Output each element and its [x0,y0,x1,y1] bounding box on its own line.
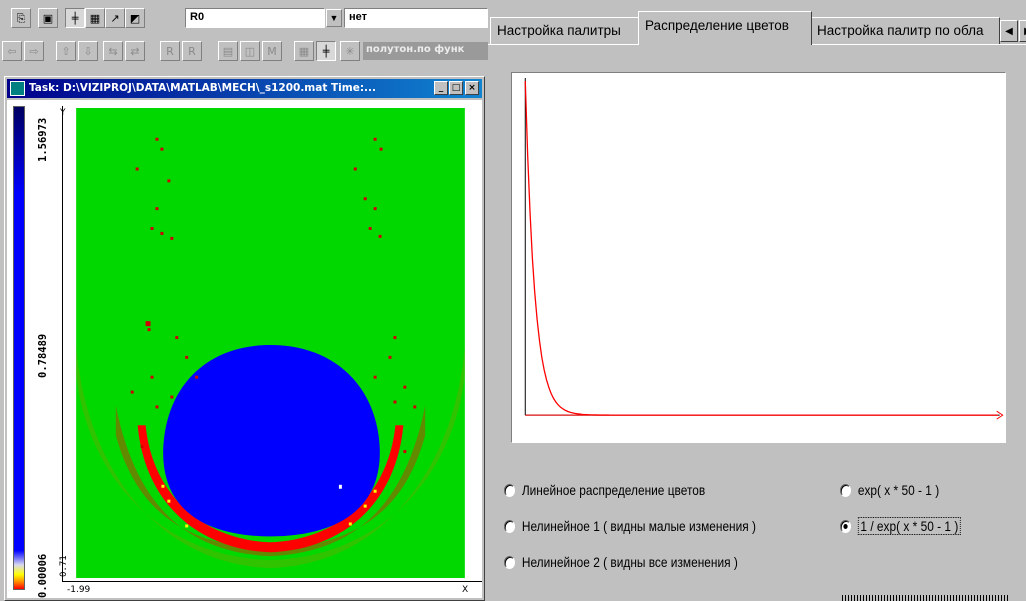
copy-icon[interactable]: ⎘ [11,8,31,28]
task-window: Task: D:\VIZIPROJ\DATA\MATLAB\MECH\_s120… [4,76,485,601]
arrow-right-icon[interactable]: ⇨ [24,41,44,61]
white-dot [338,484,342,489]
exponent-slider[interactable] [840,587,1014,601]
colorbar-mid-label: 0.78489 [37,333,49,378]
arrow-up-icon[interactable]: ⇧ [56,41,76,61]
radio-nonlinear-2[interactable] [504,555,516,569]
palette-icon[interactable]: ╪ [316,41,336,61]
mode-label: полутон.по функ [363,42,488,60]
left-panel: ⎘ ▣ ╪ ▦ ↗ ◩ R0 ▼ нет ⇦ ⇨ ⇧ ⇩ ⇆ ⇄ R R ▤ ◫… [0,0,488,601]
option-nonlinear-1-label: Нелинейное 1 ( видны малые изменения ) [521,518,756,534]
radio-inv-exp[interactable] [840,519,852,533]
y-axis [62,106,63,582]
tabs: Настройка палитры Распределение цветов Н… [488,0,1026,45]
colorbar-max-label: 1.56973 [37,117,49,162]
option-nonlinear-2-label: Нелинейное 2 ( видны все изменения ) [521,554,738,570]
swap-icon[interactable]: ⇆ [103,41,123,61]
colorbar [13,106,25,590]
window-icon[interactable]: ▣ [38,8,58,28]
toolbar-row-2: ⇦ ⇨ ⇧ ⇩ ⇆ ⇄ R R ▤ ◫ M ▦ ╪ ✳ полутон.по ф… [0,41,488,65]
distribution-curve [524,80,998,416]
task-title: Task: D:\VIZIPROJ\DATA\MATLAB\MECH\_s120… [29,82,376,94]
option-inv-exp[interactable]: 1 / exp( x * 50 - 1 ) [840,515,961,537]
tab-scroll-right-icon[interactable]: ▶ [1019,20,1026,42]
matrix-icon[interactable]: ▤ [218,41,238,61]
option-exp-label: exp( x * 50 - 1 ) [857,482,940,498]
colorbar-min-label: 0.00006 [37,553,49,598]
graph-icon[interactable]: ◫ [240,41,260,61]
slider-ticks [842,595,1008,601]
x-axis-min-label: -1.99 [67,585,91,595]
chart-icon[interactable]: ◩ [125,8,145,28]
curve-x-arrow [996,410,1004,420]
option-exp[interactable]: exp( x * 50 - 1 ) [840,479,939,501]
minimize-icon[interactable]: _ [434,81,448,95]
option-nonlinear-1[interactable]: Нелинейное 1 ( видны малые изменения ) [504,515,756,537]
y-axis-min-label: 0.71 [59,555,69,577]
radio-exp[interactable] [840,483,852,497]
light-icon[interactable]: ✳ [340,41,360,61]
tab-color-distribution[interactable]: Распределение цветов [638,11,812,45]
variable-select[interactable]: R0 [185,8,325,28]
task-title-bar[interactable]: Task: D:\VIZIPROJ\DATA\MATLAB\MECH\_s120… [7,79,482,98]
option-linear-label: Линейное распределение цветов [521,482,706,498]
x-axis-label: X [462,585,469,595]
speckles [130,137,417,454]
table-icon[interactable]: ▦ [85,8,105,28]
arrow-down-icon[interactable]: ⇩ [78,41,98,61]
right-panel: Настройка палитры Распределение цветов Н… [488,0,1026,601]
heatmap-plot[interactable] [75,108,466,578]
close-icon[interactable]: × [465,81,479,95]
radio-linear[interactable] [504,483,516,497]
grid-icon[interactable]: ▦ [294,41,314,61]
y-axis-label: Y [60,108,66,118]
grid-lines-icon[interactable]: ╪ [65,8,85,28]
distribution-curve-chart [511,72,1006,443]
x-axis [62,581,482,582]
tab-scroll-left-icon[interactable]: ◀ [1000,20,1018,42]
yellow-speckles [161,484,377,528]
radio-nonlinear-1[interactable] [504,519,516,533]
toolbar-row-1: ⎘ ▣ ╪ ▦ ↗ ◩ R0 ▼ нет [0,8,488,32]
option-inv-exp-label: 1 / exp( x * 50 - 1 ) [857,517,961,535]
option-select[interactable]: нет [344,8,488,28]
m-icon[interactable]: M [262,41,282,61]
arrow-icon[interactable]: ↗ [105,8,125,28]
chevron-down-icon[interactable]: ▼ [326,9,342,27]
tab-content: Линейное распределение цветов Нелинейное… [488,44,1026,601]
maximize-icon[interactable]: □ [449,81,463,95]
rr-icon[interactable]: R [182,41,202,61]
tab-palette-settings[interactable]: Настройка палитры [490,17,640,44]
plot-client-area: 1.56973 0.78489 0.00006 Y 0.71 -1.99 X [7,100,482,598]
blue-core [163,344,380,537]
arrow-left-icon[interactable]: ⇦ [2,41,22,61]
option-linear[interactable]: Линейное распределение цветов [504,479,705,501]
r-icon[interactable]: R [160,41,180,61]
option-nonlinear-2[interactable]: Нелинейное 2 ( видны все изменения ) [504,551,738,573]
tab-area-palette-settings[interactable]: Настройка палитр по обла [810,17,1000,44]
app-icon [10,81,25,96]
swap2-icon[interactable]: ⇄ [125,41,145,61]
